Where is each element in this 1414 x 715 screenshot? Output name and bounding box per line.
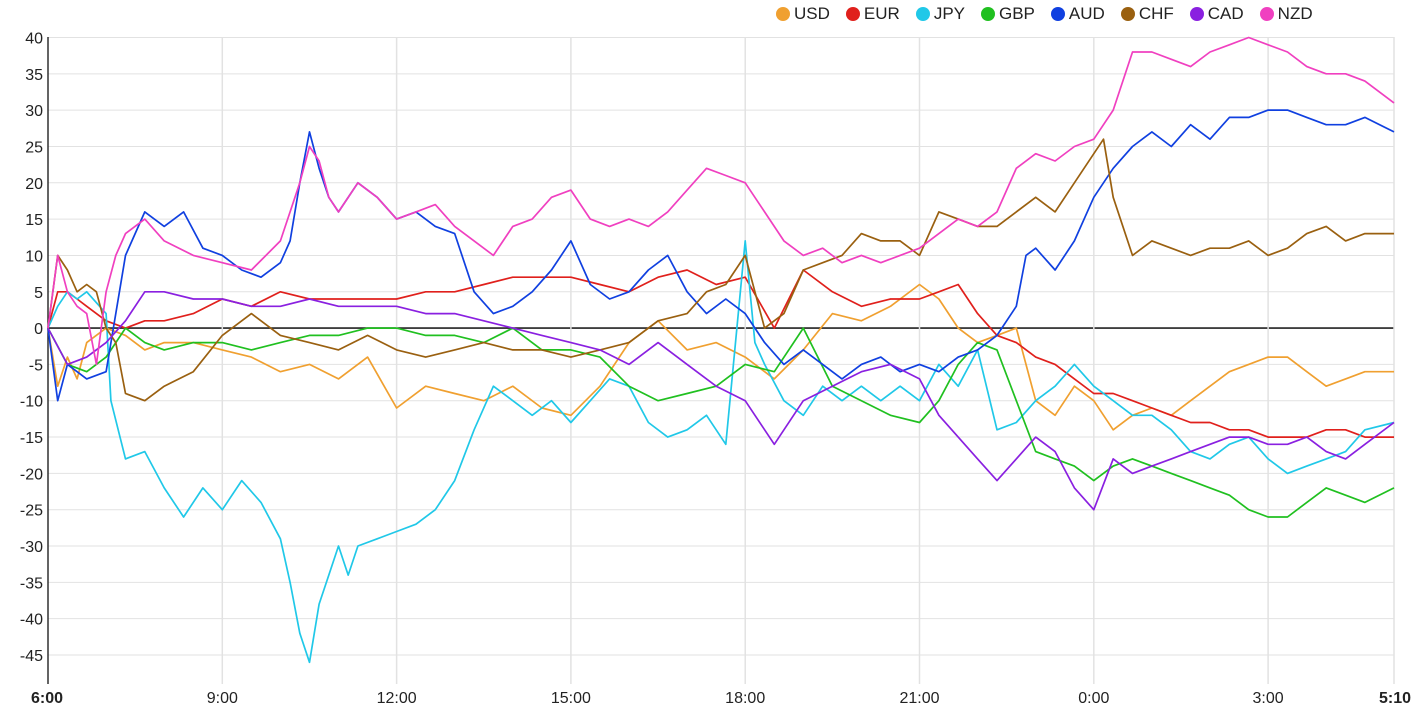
legend-item-chf[interactable]: CHF: [1120, 4, 1174, 24]
legend-label: AUD: [1068, 4, 1105, 23]
x-axis: 6:00 9:00 12:00 15:00 18:00 21:00 0:00 3:00 5:10: [31, 690, 1411, 707]
y-tick-label: -45: [20, 648, 43, 665]
y-tick-label: -40: [20, 612, 43, 629]
y-tick-label: 30: [25, 103, 43, 120]
legend-item-eur[interactable]: EUR: [845, 4, 900, 24]
series-lines: [47, 36, 1395, 664]
y-axis: 40 35 30 25 20 15 10 5 0 -5 -10 -15 -20 -25 -30 -35 -40 -…: [20, 31, 43, 666]
x-tick-label: 5:10: [1379, 690, 1411, 707]
series-line-chf: [47, 138, 1394, 402]
x-tick-label: 15:00: [551, 690, 591, 707]
legend-label: CHF: [1138, 4, 1174, 23]
series-line-cad: [47, 290, 1395, 511]
legend-dot-icon: [1050, 7, 1065, 21]
y-tick-label: -30: [20, 539, 43, 556]
y-tick-label: -10: [20, 394, 43, 411]
y-tick-label: 20: [25, 176, 43, 193]
legend-dot-icon: [1189, 7, 1204, 21]
legend-item-nzd[interactable]: NZD: [1259, 4, 1313, 24]
series-line-nzd: [47, 36, 1395, 366]
series-line-gbp: [47, 327, 1395, 518]
legend-dot-icon: [845, 7, 860, 21]
legend-item-aud[interactable]: AUD: [1050, 4, 1105, 24]
legend-item-cad[interactable]: CAD: [1189, 4, 1244, 24]
x-tick-label: 21:00: [899, 690, 939, 707]
legend-label: EUR: [863, 4, 900, 23]
legend-dot-icon: [1259, 7, 1274, 21]
legend-dot-icon: [981, 7, 995, 21]
legend-label: USD: [794, 4, 830, 23]
x-tick-label: 18:00: [725, 690, 765, 707]
legend-label: CAD: [1207, 4, 1244, 23]
legend-dot-icon: [915, 7, 930, 21]
y-tick-label: 40: [25, 31, 43, 48]
y-tick-label: 35: [25, 67, 43, 84]
series-line-jpy: [47, 240, 1395, 664]
grid: [47, 37, 1395, 684]
legend-dot-icon: [1120, 7, 1135, 21]
y-tick-label: 10: [25, 248, 43, 265]
legend-item-jpy[interactable]: JPY: [915, 4, 965, 24]
legend-item-usd[interactable]: USD: [776, 4, 830, 24]
y-tick-label: -5: [29, 357, 43, 374]
legend: USD EUR JPY GBP AUD CHF CAD NZD: [776, 4, 1329, 24]
y-tick-label: 0: [34, 321, 43, 338]
x-tick-label: 0:00: [1078, 690, 1109, 707]
y-tick-label: 25: [25, 139, 43, 156]
x-tick-label: 3:00: [1253, 690, 1284, 707]
y-tick-label: 15: [25, 212, 43, 229]
y-tick-label: -25: [20, 503, 43, 520]
y-tick-label: -15: [20, 430, 43, 447]
y-tick-label: 5: [34, 285, 43, 302]
y-tick-label: -35: [20, 575, 43, 592]
x-tick-label: 9:00: [207, 690, 238, 707]
legend-dot-icon: [776, 7, 790, 21]
legend-label: JPY: [933, 4, 965, 23]
series-line-eur: [47, 269, 1394, 438]
y-tick-label: -20: [20, 466, 43, 483]
x-tick-label: 12:00: [377, 690, 417, 707]
series-line-aud: [47, 109, 1395, 402]
legend-label: GBP: [999, 4, 1035, 23]
legend-item-gbp[interactable]: GBP: [981, 4, 1035, 24]
x-tick-label: 6:00: [31, 690, 63, 707]
legend-label: NZD: [1277, 4, 1313, 23]
